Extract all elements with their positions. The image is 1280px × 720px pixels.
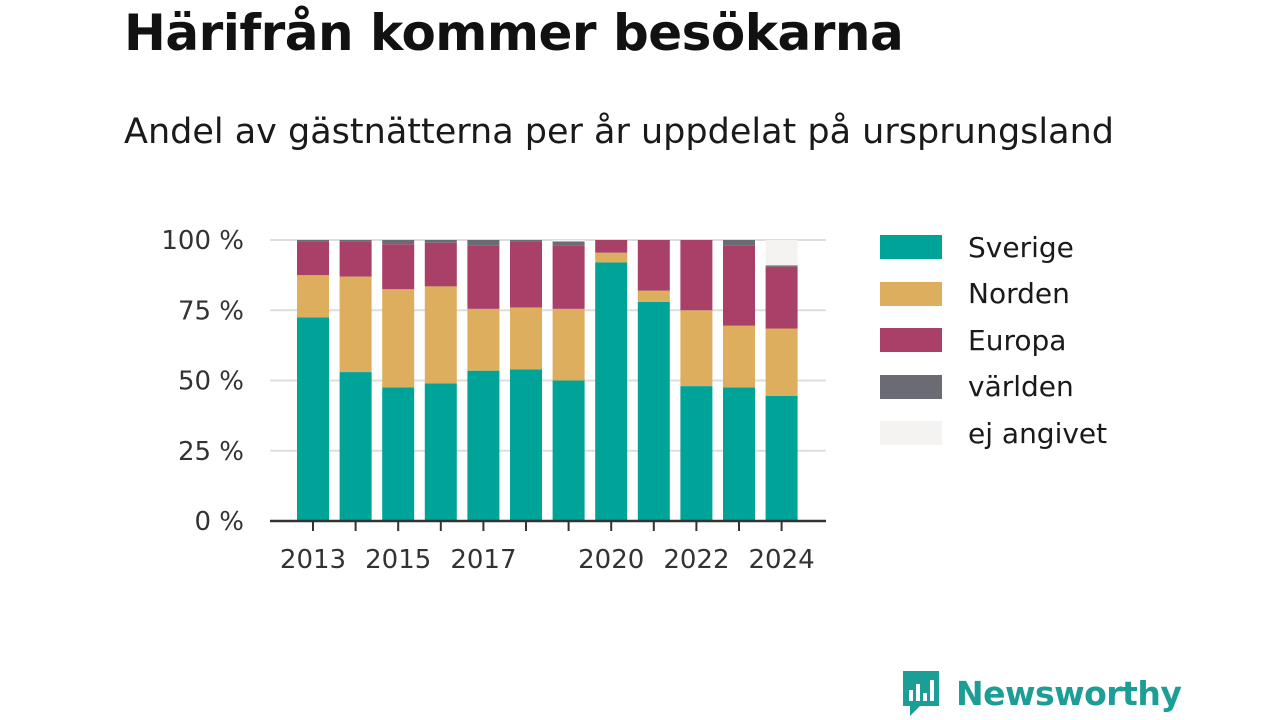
- x-tick-label: 2020: [578, 545, 644, 575]
- bar-segment: [382, 289, 415, 388]
- y-tick-label: 50 %: [178, 367, 244, 397]
- legend-label: Sverige: [968, 230, 1074, 264]
- bar-chart-bubble-icon: [903, 671, 939, 716]
- bar-segment: [765, 266, 798, 329]
- y-tick-label: 100 %: [161, 226, 244, 256]
- legend-label: ej angivet: [968, 416, 1108, 450]
- bar-segment: [297, 317, 329, 521]
- bar-segment: [382, 387, 415, 521]
- bar-segment: [552, 245, 585, 309]
- x-tick-label: 2013: [280, 545, 346, 575]
- legend: Sverige Norden Europa världen ej angivet: [880, 224, 1107, 457]
- bar-segment: [467, 245, 500, 309]
- bar-segment: [765, 395, 798, 521]
- bar-segment: [595, 252, 628, 263]
- legend-swatch: [880, 281, 942, 306]
- bar-segment: [765, 265, 798, 267]
- bar-segment: [467, 308, 500, 371]
- legend-item-sverige: Sverige: [880, 224, 1107, 271]
- legend-label: världen: [968, 370, 1074, 404]
- bar-segment: [765, 240, 798, 266]
- bar-segment: [382, 240, 415, 245]
- legend-swatch: [880, 421, 942, 446]
- x-tick-label: 2022: [663, 545, 729, 575]
- x-tick-label: 2024: [749, 545, 815, 575]
- bar-segment: [467, 240, 500, 246]
- bar-segment: [467, 370, 500, 521]
- bar-segment: [595, 262, 628, 521]
- bar-segment: [297, 275, 329, 318]
- bar-segment: [595, 240, 628, 253]
- bar-segment: [339, 240, 372, 242]
- legend-item-varlden: världen: [880, 364, 1107, 411]
- bar-segment: [552, 308, 585, 381]
- legend-item-ej-angivet: ej angivet: [880, 410, 1107, 457]
- x-tick-label: 2015: [365, 545, 431, 575]
- bar-segment: [382, 244, 415, 290]
- bar-segment: [510, 241, 542, 308]
- bar-segment: [552, 241, 585, 246]
- bar-segment: [552, 240, 585, 242]
- brand-logo: Newsworthy: [900, 668, 1182, 718]
- bar-segment: [637, 301, 670, 521]
- legend-swatch: [880, 374, 942, 399]
- y-axis-tick-labels: 0 % 25 % 50 % 75 % 100 %: [161, 226, 244, 537]
- bar-segment: [424, 286, 457, 384]
- legend-swatch: [880, 328, 942, 353]
- bar-segment: [723, 325, 755, 388]
- brand-name: Newsworthy: [956, 673, 1182, 713]
- legend-label: Europa: [968, 323, 1067, 357]
- bar-segment: [424, 242, 457, 287]
- bar-segment: [339, 241, 372, 277]
- bar-segment: [680, 240, 713, 311]
- bar-segment: [424, 383, 457, 521]
- bar-segment: [339, 276, 372, 373]
- bar-segment: [723, 240, 755, 246]
- bar-segment: [510, 307, 542, 370]
- bar-segment: [723, 387, 755, 521]
- bar-segment: [765, 328, 798, 396]
- y-tick-label: 25 %: [178, 437, 244, 467]
- x-axis-tick-labels: 2013 2015 2017 2020 2022 2024: [280, 545, 815, 575]
- bar-segment: [297, 241, 329, 276]
- bar-segment: [510, 240, 542, 242]
- legend-label: Norden: [968, 277, 1070, 311]
- bar-segment: [297, 240, 329, 242]
- bar-segment: [424, 240, 457, 243]
- y-tick-label: 75 %: [178, 296, 244, 326]
- x-tick-label: 2017: [450, 545, 516, 575]
- y-tick-label: 0 %: [194, 507, 244, 537]
- legend-item-europa: Europa: [880, 317, 1107, 364]
- bar-segment: [510, 369, 542, 521]
- bar-segment: [680, 386, 713, 521]
- legend-item-norden: Norden: [880, 271, 1107, 318]
- bar-segment: [637, 290, 670, 302]
- bar-segment: [637, 240, 670, 291]
- axes: [270, 519, 826, 531]
- bars: [297, 240, 798, 521]
- chart-subtitle: Andel av gästnätterna per år uppdelat på…: [124, 112, 1114, 152]
- bar-segment: [680, 310, 713, 387]
- bar-segment: [552, 380, 585, 521]
- bar-segment: [339, 372, 372, 521]
- legend-swatch: [880, 235, 942, 260]
- bar-segment: [723, 245, 755, 326]
- chart-title: Härifrån kommer besökarna: [124, 4, 904, 62]
